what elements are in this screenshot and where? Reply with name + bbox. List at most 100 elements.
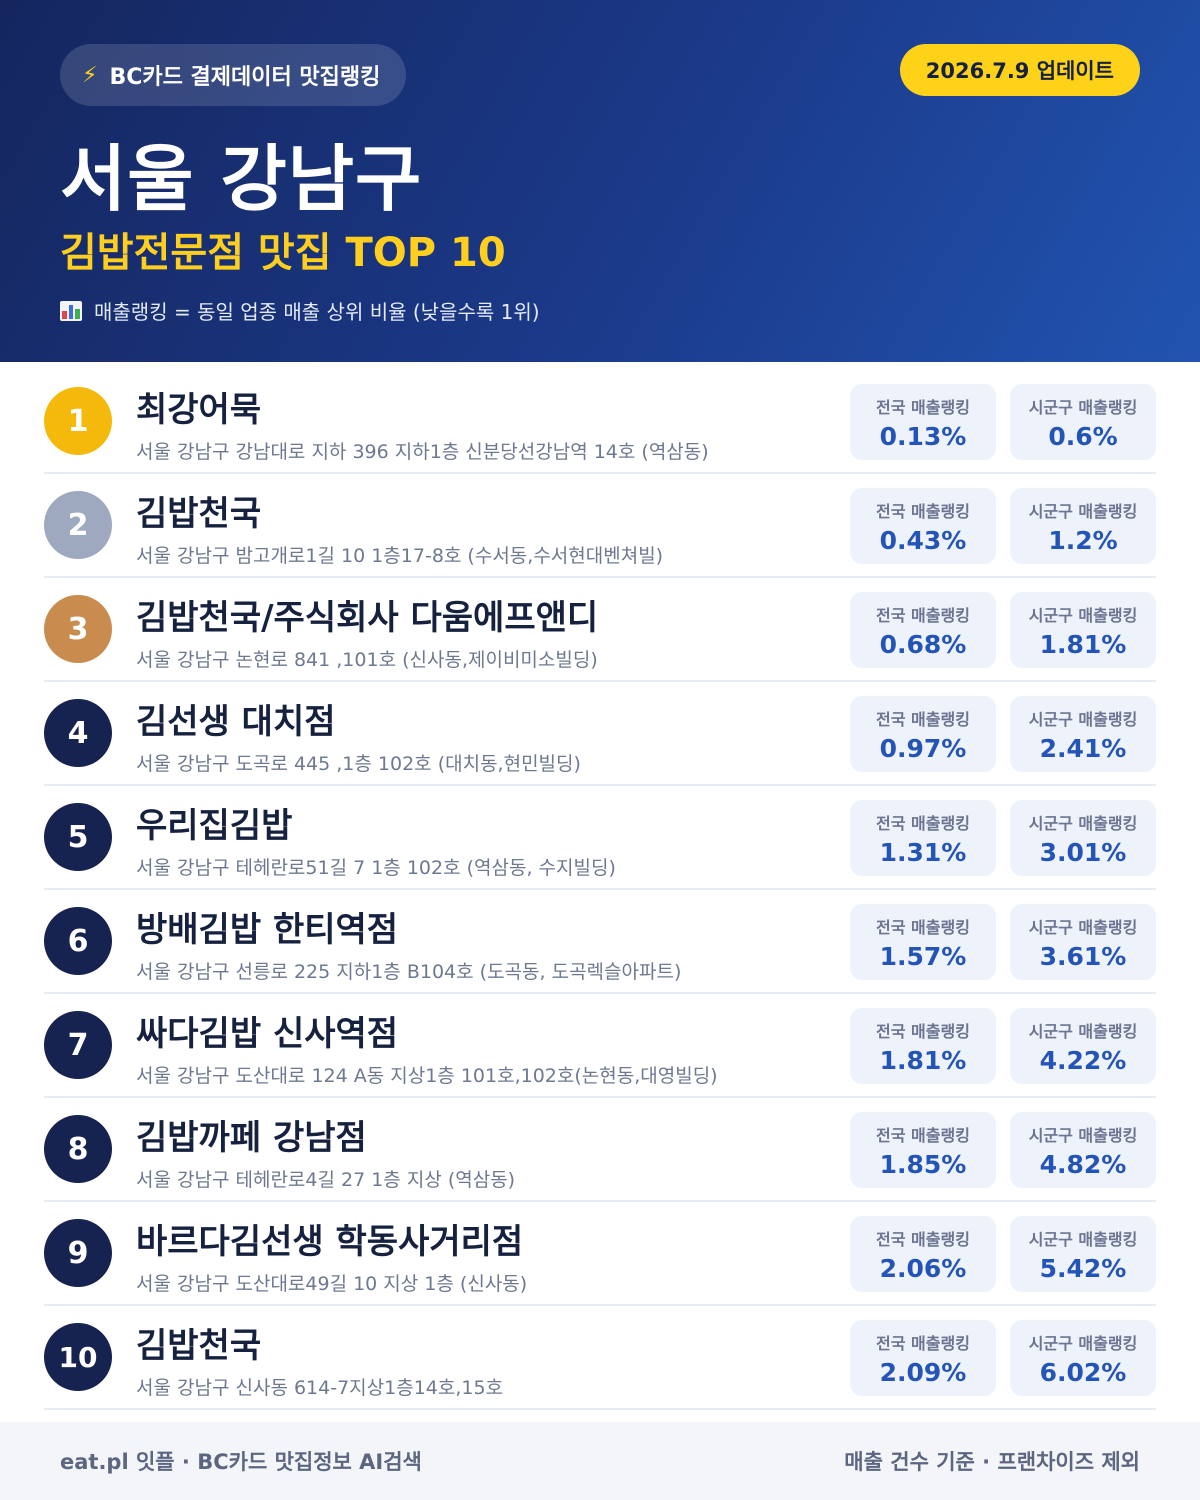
restaurant-info: 김밥천국/주식회사 다움에프앤디 서울 강남구 논현로 841 ,101호 (신… [136,590,836,672]
restaurant-info: 싸다김밥 신사역점 서울 강남구 도산대로 124 A동 지상1층 101호,1… [136,1006,836,1088]
national-ranking-value: 1.81% [879,1045,967,1075]
restaurant-info: 방배김밥 한티역점 서울 강남구 선릉로 225 지하1층 B104호 (도곡동… [136,902,836,984]
lightning-bolt-icon: ⚡ [82,62,98,88]
national-ranking-card: 전국 매출랭킹 1.31% [850,800,996,876]
national-ranking-label: 전국 매출랭킹 [876,813,970,833]
district-ranking-label: 시군구 매출랭킹 [1028,397,1138,417]
restaurant-name[interactable]: 우리집김밥 [136,806,293,846]
list-item[interactable]: 6 방배김밥 한티역점 서울 강남구 선릉로 225 지하1층 B104호 (도… [44,890,1156,994]
district-ranking-value: 1.2% [1048,525,1118,555]
national-ranking-label: 전국 매출랭킹 [876,397,970,417]
national-ranking-value: 0.97% [879,733,967,763]
restaurant-address: 서울 강남구 도산대로49길 10 지상 1층 (신사동) [136,1273,528,1295]
list-item[interactable]: 2 김밥천국 서울 강남구 밤고개로1길 10 1층17-8호 (수서동,수서현… [44,474,1156,578]
restaurant-name[interactable]: 김밥천국 [136,1326,262,1366]
restaurant-address: 서울 강남구 강남대로 지하 396 지하1층 신분당선강남역 14호 (역삼동… [136,441,709,463]
restaurant-address: 서울 강남구 논현로 841 ,101호 (신사동,제이비미소빌딩) [136,649,598,671]
district-ranking-card: 시군구 매출랭킹 4.82% [1010,1112,1156,1188]
rank-badge: 1 [44,387,112,455]
national-ranking-card: 전국 매출랭킹 0.13% [850,384,996,460]
restaurant-address: 서울 강남구 테헤란로4길 27 1층 지상 (역삼동) [136,1169,516,1191]
national-ranking-card: 전국 매출랭킹 0.68% [850,592,996,668]
restaurant-list: 1 최강어묵 서울 강남구 강남대로 지하 396 지하1층 신분당선강남역 1… [44,370,1156,1410]
update-date-badge: 2026.7.9 업데이트 [899,44,1140,96]
list-item[interactable]: 4 김선생 대치점 서울 강남구 도곡로 445 ,1층 102호 (대치동,현… [44,682,1156,786]
rank-badge: 5 [44,803,112,871]
national-ranking-label: 전국 매출랭킹 [876,1021,970,1041]
restaurant-name[interactable]: 방배김밥 한티역점 [136,910,399,950]
district-ranking-value: 1.81% [1039,629,1127,659]
restaurant-info: 김밥까페 강남점 서울 강남구 테헤란로4길 27 1층 지상 (역삼동) [136,1110,836,1192]
national-ranking-label: 전국 매출랭킹 [876,1125,970,1145]
list-item[interactable]: 5 우리집김밥 서울 강남구 테헤란로51길 7 1층 102호 (역삼동, 수… [44,786,1156,890]
national-ranking-label: 전국 매출랭킹 [876,1333,970,1353]
national-ranking-card: 전국 매출랭킹 2.06% [850,1216,996,1292]
district-ranking-card: 시군구 매출랭킹 6.02% [1010,1320,1156,1396]
rank-badge: 6 [44,907,112,975]
list-item[interactable]: 3 김밥천국/주식회사 다움에프앤디 서울 강남구 논현로 841 ,101호 … [44,578,1156,682]
national-ranking-value: 0.13% [879,421,967,451]
restaurant-info: 바르다김선생 학동사거리점 서울 강남구 도산대로49길 10 지상 1층 (신… [136,1214,836,1296]
national-ranking-value: 0.68% [879,629,967,659]
restaurant-name[interactable]: 김밥까페 강남점 [136,1118,367,1158]
source-label: BC카드 결제데이터 맛집랭킹 [109,65,381,90]
list-item[interactable]: 10 김밥천국 서울 강남구 신사동 614-7지상1층14호,15호 전국 매… [44,1306,1156,1410]
national-ranking-value: 1.85% [879,1149,967,1179]
rank-badge: 4 [44,699,112,767]
national-ranking-card: 전국 매출랭킹 0.97% [850,696,996,772]
district-ranking-card: 시군구 매출랭킹 1.2% [1010,488,1156,564]
restaurant-name[interactable]: 김밥천국/주식회사 다움에프앤디 [136,598,599,638]
national-ranking-label: 전국 매출랭킹 [876,1229,970,1249]
district-ranking-card: 시군구 매출랭킹 0.6% [1010,384,1156,460]
national-ranking-card: 전국 매출랭킹 1.57% [850,904,996,980]
district-ranking-label: 시군구 매출랭킹 [1028,1333,1138,1353]
district-ranking-card: 시군구 매출랭킹 2.41% [1010,696,1156,772]
list-item[interactable]: 7 싸다김밥 신사역점 서울 강남구 도산대로 124 A동 지상1층 101호… [44,994,1156,1098]
restaurant-name[interactable]: 김선생 대치점 [136,702,336,742]
national-ranking-card: 전국 매출랭킹 1.81% [850,1008,996,1084]
bar-chart-icon [60,300,82,321]
restaurant-address: 서울 강남구 도곡로 445 ,1층 102호 (대치동,현민빌딩) [136,753,581,775]
rank-badge: 2 [44,491,112,559]
restaurant-name[interactable]: 최강어묵 [136,390,262,430]
restaurant-info: 최강어묵 서울 강남구 강남대로 지하 396 지하1층 신분당선강남역 14호… [136,382,836,464]
restaurant-address: 서울 강남구 신사동 614-7지상1층14호,15호 [136,1377,504,1399]
list-item[interactable]: 9 바르다김선생 학동사거리점 서울 강남구 도산대로49길 10 지상 1층 … [44,1202,1156,1306]
footer: eat.pl 잇플 · BC카드 맛집정보 AI검색 매출 건수 기준 · 프랜… [0,1422,1200,1500]
page-title: 서울 강남구 [60,137,423,221]
list-item[interactable]: 8 김밥까페 강남점 서울 강남구 테헤란로4길 27 1층 지상 (역삼동) … [44,1098,1156,1202]
restaurant-name[interactable]: 바르다김선생 학동사거리점 [136,1222,524,1262]
national-ranking-value: 2.09% [879,1357,967,1387]
national-ranking-card: 전국 매출랭킹 1.85% [850,1112,996,1188]
national-ranking-label: 전국 매출랭킹 [876,917,970,937]
district-ranking-value: 4.22% [1039,1045,1127,1075]
district-ranking-value: 2.41% [1039,733,1127,763]
restaurant-address: 서울 강남구 선릉로 225 지하1층 B104호 (도곡동, 도곡렉슬아파트) [136,961,682,983]
ranking-note: 매출랭킹 = 동일 업종 매출 상위 비율 (낮을수록 1위) [60,296,540,325]
national-ranking-label: 전국 매출랭킹 [876,605,970,625]
national-ranking-card: 전국 매출랭킹 0.43% [850,488,996,564]
district-ranking-label: 시군구 매출랭킹 [1028,1021,1138,1041]
district-ranking-value: 5.42% [1039,1253,1127,1283]
restaurant-info: 우리집김밥 서울 강남구 테헤란로51길 7 1층 102호 (역삼동, 수지빌… [136,798,836,880]
district-ranking-value: 4.82% [1039,1149,1127,1179]
national-ranking-value: 1.57% [879,941,967,971]
restaurant-address: 서울 강남구 밤고개로1길 10 1층17-8호 (수서동,수서현대벤쳐빌) [136,545,664,567]
national-ranking-card: 전국 매출랭킹 2.09% [850,1320,996,1396]
district-ranking-label: 시군구 매출랭킹 [1028,605,1138,625]
restaurant-name[interactable]: 싸다김밥 신사역점 [136,1014,399,1054]
district-ranking-label: 시군구 매출랭킹 [1028,709,1138,729]
footer-source: eat.pl 잇플 · BC카드 맛집정보 AI검색 [60,1450,422,1474]
national-ranking-label: 전국 매출랭킹 [876,709,970,729]
restaurant-name[interactable]: 김밥천국 [136,494,262,534]
rank-badge: 8 [44,1115,112,1183]
rank-badge: 7 [44,1011,112,1079]
list-item[interactable]: 1 최강어묵 서울 강남구 강남대로 지하 396 지하1층 신분당선강남역 1… [44,370,1156,474]
district-ranking-card: 시군구 매출랭킹 3.61% [1010,904,1156,980]
restaurant-info: 김밥천국 서울 강남구 신사동 614-7지상1층14호,15호 [136,1318,836,1400]
national-ranking-value: 2.06% [879,1253,967,1283]
rank-badge: 10 [44,1323,112,1391]
restaurant-address: 서울 강남구 테헤란로51길 7 1층 102호 (역삼동, 수지빌딩) [136,857,616,879]
district-ranking-value: 3.61% [1039,941,1127,971]
district-ranking-value: 6.02% [1039,1357,1127,1387]
